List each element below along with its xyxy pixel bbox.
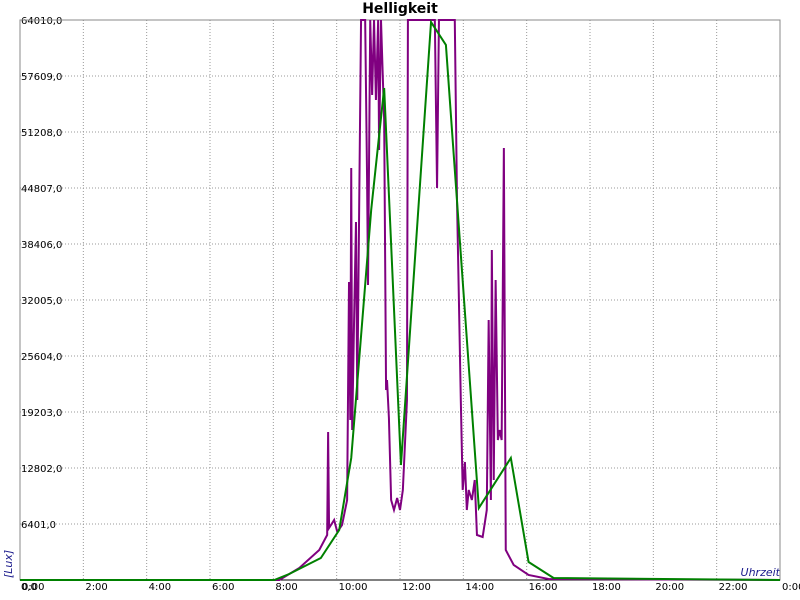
x-tick-label: 0:00 — [22, 582, 44, 593]
y-tick-label: 0,0 — [21, 582, 37, 593]
x-tick-label: 8:00 — [275, 582, 297, 593]
x-tick-label: 22:00 — [719, 582, 748, 593]
x-axis-label: Uhrzeit — [741, 566, 781, 579]
series-line — [20, 18, 781, 581]
y-tick-label: 25604,0 — [21, 352, 62, 363]
y-tick-label: 32005,0 — [21, 296, 62, 307]
chart-title: Helligkeit — [362, 1, 438, 17]
y-tick-label: 44807,0 — [21, 184, 62, 195]
x-tick-label: 2:00 — [85, 582, 107, 593]
y-tick-label: 57609,0 — [21, 72, 62, 83]
x-tick-label: 6:00 — [212, 582, 234, 593]
series-line — [20, 19, 781, 581]
x-tick-label: 16:00 — [529, 582, 558, 593]
y-tick-label: 38406,0 — [21, 240, 62, 251]
x-tick-label: 18:00 — [592, 582, 621, 593]
x-tick-label: 4:00 — [149, 582, 171, 593]
x-tick-label: 20:00 — [655, 582, 684, 593]
y-axis-label: [Lux] — [2, 550, 15, 578]
y-tick-label: 64010,0 — [21, 16, 62, 27]
y-tick-label: 6401,0 — [21, 520, 56, 531]
y-tick-label: 19203,0 — [21, 408, 62, 419]
x-tick-label: 14:00 — [465, 582, 494, 593]
x-tick-label: 0:00 — [782, 582, 800, 593]
x-tick-label: 10:00 — [339, 582, 368, 593]
y-tick-label: 12802,0 — [21, 464, 62, 475]
x-tick-label: 12:00 — [402, 582, 431, 593]
y-tick-label: 51208,0 — [21, 128, 62, 139]
